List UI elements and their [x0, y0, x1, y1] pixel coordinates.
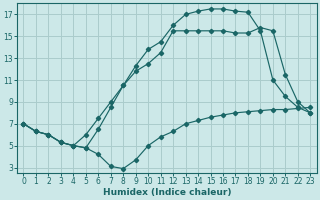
X-axis label: Humidex (Indice chaleur): Humidex (Indice chaleur) — [103, 188, 231, 197]
